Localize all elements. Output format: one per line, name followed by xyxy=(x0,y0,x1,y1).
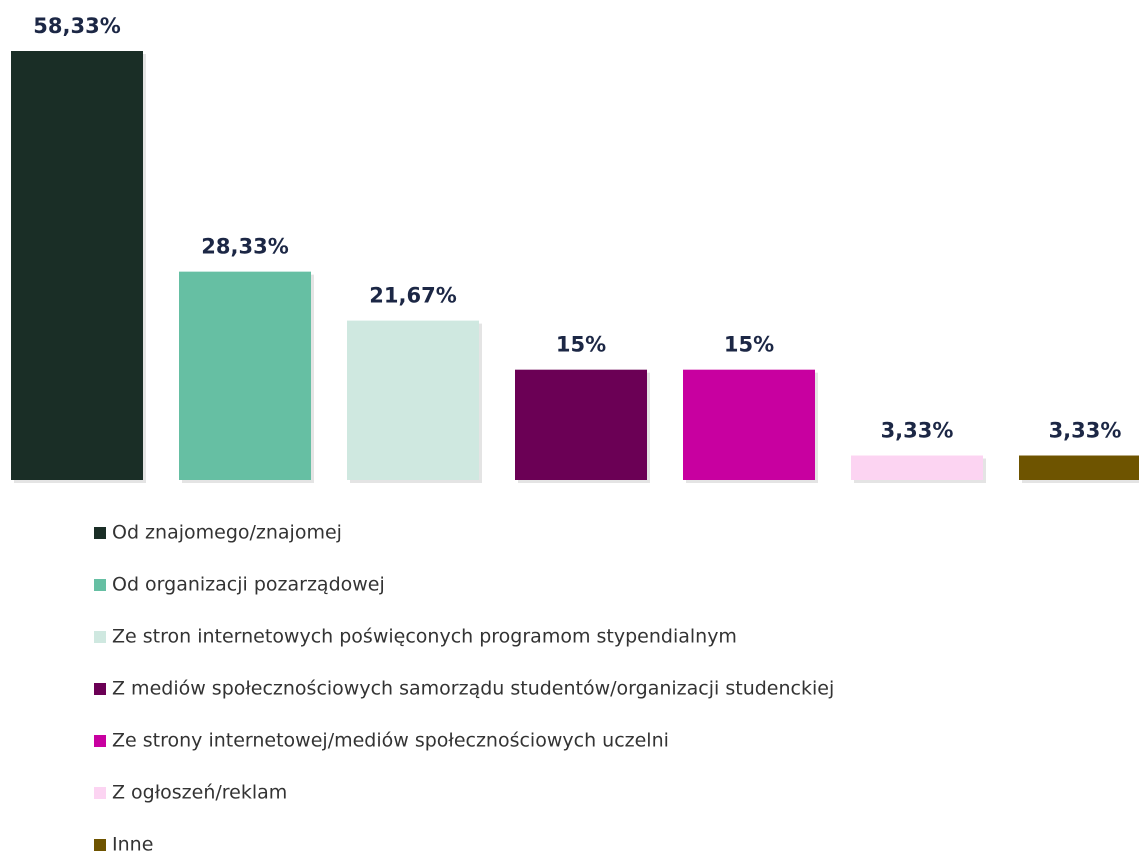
value-label: 28,33% xyxy=(201,235,288,259)
legend-swatch xyxy=(94,631,106,643)
legend-swatch xyxy=(94,839,106,851)
legend-swatch xyxy=(94,527,106,539)
legend-label: Z mediów społecznościowych samorządu stu… xyxy=(112,678,834,700)
legend-swatch xyxy=(94,735,106,747)
value-label: 15% xyxy=(724,333,774,357)
value-label: 3,33% xyxy=(881,419,954,443)
bar xyxy=(347,320,479,480)
legend-swatch xyxy=(94,683,106,695)
bar xyxy=(515,369,647,480)
legend-label: Od znajomego/znajomej xyxy=(112,522,342,544)
legend-label: Z ogłoszeń/reklam xyxy=(112,782,287,804)
bar xyxy=(851,455,983,480)
bar xyxy=(179,271,311,480)
legend-swatch xyxy=(94,579,106,591)
bar xyxy=(683,369,815,480)
value-label: 21,67% xyxy=(369,284,456,308)
bar xyxy=(1019,455,1139,480)
bar xyxy=(11,51,143,480)
legend-swatch xyxy=(94,787,106,799)
value-label: 58,33% xyxy=(33,14,120,38)
legend-label: Ze strony internetowej/mediów społecznoś… xyxy=(112,730,669,752)
value-label: 15% xyxy=(556,333,606,357)
value-label: 3,33% xyxy=(1049,419,1122,443)
legend-label: Inne xyxy=(112,834,153,854)
legend-label: Od organizacji pozarządowej xyxy=(112,574,385,596)
legend-label: Ze stron internetowych poświęconych prog… xyxy=(112,626,737,648)
